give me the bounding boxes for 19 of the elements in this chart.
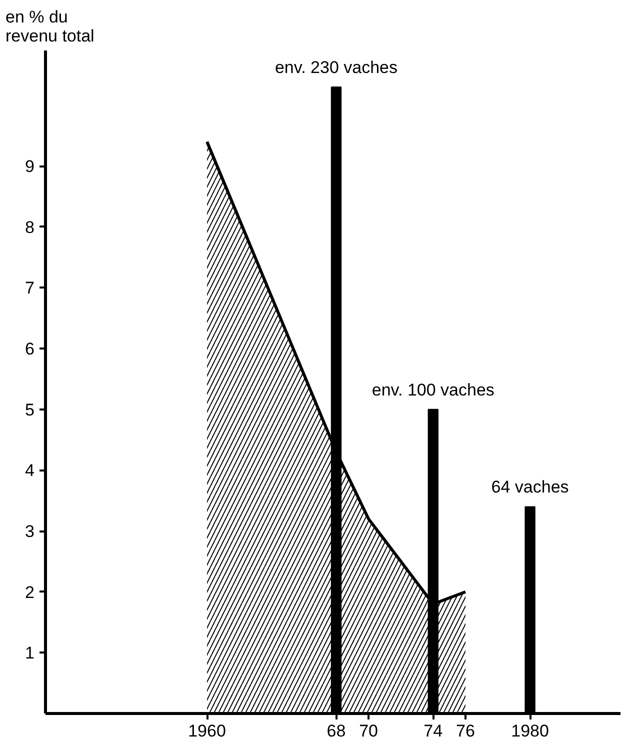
x-tick-label: 74 bbox=[424, 722, 443, 740]
y-tick-label: 7 bbox=[25, 278, 35, 298]
y-tick-label: 6 bbox=[25, 340, 35, 359]
y-tick-label: 8 bbox=[25, 218, 35, 237]
annotation: env. 100 vaches bbox=[372, 380, 494, 400]
x-tick-label: 76 bbox=[456, 722, 475, 740]
y-tick-label: 9 bbox=[25, 157, 35, 176]
x-tick-label: 70 bbox=[359, 722, 378, 740]
y-tick-label: 1 bbox=[25, 644, 35, 663]
x-tick-label: 68 bbox=[326, 722, 346, 740]
x-tick-label: 1960 bbox=[188, 722, 226, 740]
y-tick-label: 2 bbox=[25, 582, 35, 602]
y-tick-label: 5 bbox=[25, 400, 35, 420]
x-tick-label: 1980 bbox=[511, 722, 549, 740]
y-tick-label: 3 bbox=[25, 522, 35, 542]
annotation: 64 vaches bbox=[491, 478, 569, 497]
y-tick-label: 4 bbox=[25, 461, 35, 480]
annotation: env. 230 vaches bbox=[274, 58, 398, 77]
y-axis-title: en % du revenu total bbox=[6, 8, 94, 46]
